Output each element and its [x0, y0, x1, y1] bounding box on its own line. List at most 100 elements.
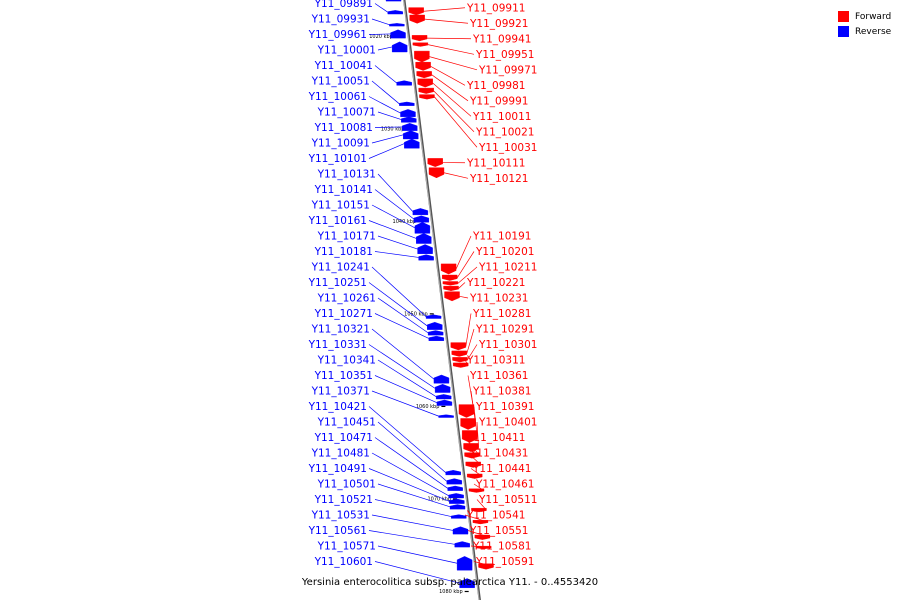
gene-label[interactable]: Y11_10531	[311, 510, 370, 522]
gene-arrow[interactable]	[401, 116, 417, 123]
gene-label[interactable]: Y11_10381	[472, 386, 531, 398]
gene-arrow[interactable]	[449, 498, 465, 504]
gene-label[interactable]: Y11_10281	[472, 308, 531, 320]
gene-label[interactable]: Y11_10471	[314, 432, 373, 444]
gene-arrow[interactable]	[452, 357, 468, 363]
gene-arrow[interactable]	[425, 314, 442, 319]
gene-arrow[interactable]	[435, 394, 452, 400]
gene-label[interactable]: Y11_10451	[317, 417, 376, 429]
gene-arrow[interactable]	[416, 71, 432, 79]
gene-label[interactable]: Y11_10321	[311, 324, 370, 336]
gene-label[interactable]: Y11_10231	[469, 293, 528, 305]
gene-arrow[interactable]	[471, 508, 487, 513]
gene-arrow[interactable]	[412, 208, 429, 216]
gene-label[interactable]: Y11_10031	[478, 142, 537, 154]
gene-arrow[interactable]	[453, 362, 469, 368]
gene-label[interactable]: Y11_10271	[314, 308, 373, 320]
gene-label[interactable]: Y11_09991	[469, 95, 528, 107]
gene-arrow[interactable]	[478, 563, 494, 570]
gene-arrow[interactable]	[443, 285, 459, 291]
gene-label[interactable]: Y11_10021	[475, 126, 534, 138]
gene-arrow[interactable]	[408, 7, 424, 16]
gene-arrow[interactable]	[418, 87, 434, 94]
gene-arrow[interactable]	[412, 42, 429, 47]
gene-label[interactable]: Y11_10501	[317, 479, 376, 491]
gene-label[interactable]: Y11_10391	[475, 401, 534, 413]
gene-arrow[interactable]	[460, 418, 476, 430]
gene-label[interactable]: Y11_10541	[466, 510, 525, 522]
gene-arrow[interactable]	[417, 78, 433, 88]
gene-label[interactable]: Y11_10131	[317, 169, 376, 181]
gene-arrow[interactable]	[391, 41, 408, 53]
gene-arrow[interactable]	[400, 109, 416, 117]
gene-arrow[interactable]	[451, 514, 467, 519]
gene-arrow[interactable]	[418, 254, 434, 261]
gene-label[interactable]: Y11_10241	[311, 262, 370, 274]
gene-label[interactable]: Y11_10301	[478, 339, 537, 351]
gene-arrow[interactable]	[433, 374, 450, 384]
gene-arrow[interactable]	[454, 541, 470, 548]
gene-arrow[interactable]	[414, 50, 430, 63]
gene-label[interactable]: Y11_10591	[475, 556, 534, 568]
gene-label[interactable]: Y11_09961	[308, 29, 367, 41]
gene-arrow[interactable]	[387, 10, 403, 15]
gene-label[interactable]: Y11_10411	[466, 432, 525, 444]
gene-label[interactable]: Y11_09931	[311, 14, 370, 26]
gene-label[interactable]: Y11_10511	[478, 494, 537, 506]
gene-label[interactable]: Y11_10111	[466, 157, 525, 169]
gene-label[interactable]: Y11_10341	[317, 355, 376, 367]
gene-label[interactable]: Y11_09911	[466, 2, 525, 14]
gene-label[interactable]: Y11_10041	[314, 60, 373, 72]
gene-arrow[interactable]	[461, 430, 478, 443]
gene-label[interactable]: Y11_10071	[317, 107, 376, 119]
gene-arrow[interactable]	[459, 578, 475, 588]
gene-label[interactable]: Y11_09891	[314, 0, 373, 10]
gene-arrow[interactable]	[415, 61, 431, 71]
gene-arrow[interactable]	[440, 263, 457, 275]
gene-arrow[interactable]	[402, 123, 418, 131]
gene-label[interactable]: Y11_09981	[466, 80, 525, 92]
gene-arrow[interactable]	[442, 274, 458, 281]
gene-label[interactable]: Y11_10481	[311, 448, 370, 460]
gene-label[interactable]: Y11_09951	[475, 49, 534, 61]
gene-arrow[interactable]	[434, 383, 451, 393]
gene-label[interactable]: Y11_09941	[472, 33, 531, 45]
gene-label[interactable]: Y11_10051	[311, 76, 370, 88]
gene-arrow[interactable]	[411, 35, 428, 42]
gene-label[interactable]: Y11_10331	[308, 339, 367, 351]
gene-arrow[interactable]	[449, 504, 466, 510]
gene-arrow[interactable]	[438, 414, 454, 418]
gene-arrow[interactable]	[442, 281, 459, 286]
gene-arrow[interactable]	[390, 29, 406, 39]
gene-arrow[interactable]	[436, 399, 453, 406]
gene-label[interactable]: Y11_10221	[466, 277, 525, 289]
gene-label[interactable]: Y11_10461	[475, 479, 534, 491]
gene-arrow[interactable]	[417, 244, 433, 254]
gene-label[interactable]: Y11_10141	[314, 184, 373, 196]
gene-label[interactable]: Y11_10251	[308, 277, 367, 289]
gene-arrow[interactable]	[458, 404, 475, 418]
gene-arrow[interactable]	[451, 350, 467, 357]
gene-arrow[interactable]	[448, 493, 464, 499]
gene-label[interactable]: Y11_10491	[308, 463, 367, 475]
gene-arrow[interactable]	[427, 330, 444, 336]
gene-label[interactable]: Y11_10181	[314, 246, 373, 258]
gene-label[interactable]: Y11_10561	[308, 525, 367, 537]
gene-label[interactable]: Y11_10001	[317, 45, 376, 57]
gene-label[interactable]: Y11_10101	[308, 153, 367, 165]
gene-label[interactable]: Y11_10521	[314, 494, 373, 506]
gene-label[interactable]: Y11_10581	[472, 541, 531, 553]
gene-arrow[interactable]	[385, 0, 402, 2]
gene-label[interactable]: Y11_10091	[311, 138, 370, 150]
gene-arrow[interactable]	[428, 167, 445, 179]
gene-arrow[interactable]	[404, 138, 420, 149]
gene-label[interactable]: Y11_10401	[478, 417, 537, 429]
gene-arrow[interactable]	[416, 233, 432, 244]
gene-arrow[interactable]	[419, 94, 435, 100]
gene-arrow[interactable]	[427, 321, 443, 330]
gene-label[interactable]: Y11_10061	[308, 91, 367, 103]
gene-label[interactable]: Y11_10151	[311, 200, 370, 212]
gene-label[interactable]: Y11_10551	[469, 525, 528, 537]
gene-label[interactable]: Y11_10261	[317, 293, 376, 305]
gene-label[interactable]: Y11_10421	[308, 401, 367, 413]
